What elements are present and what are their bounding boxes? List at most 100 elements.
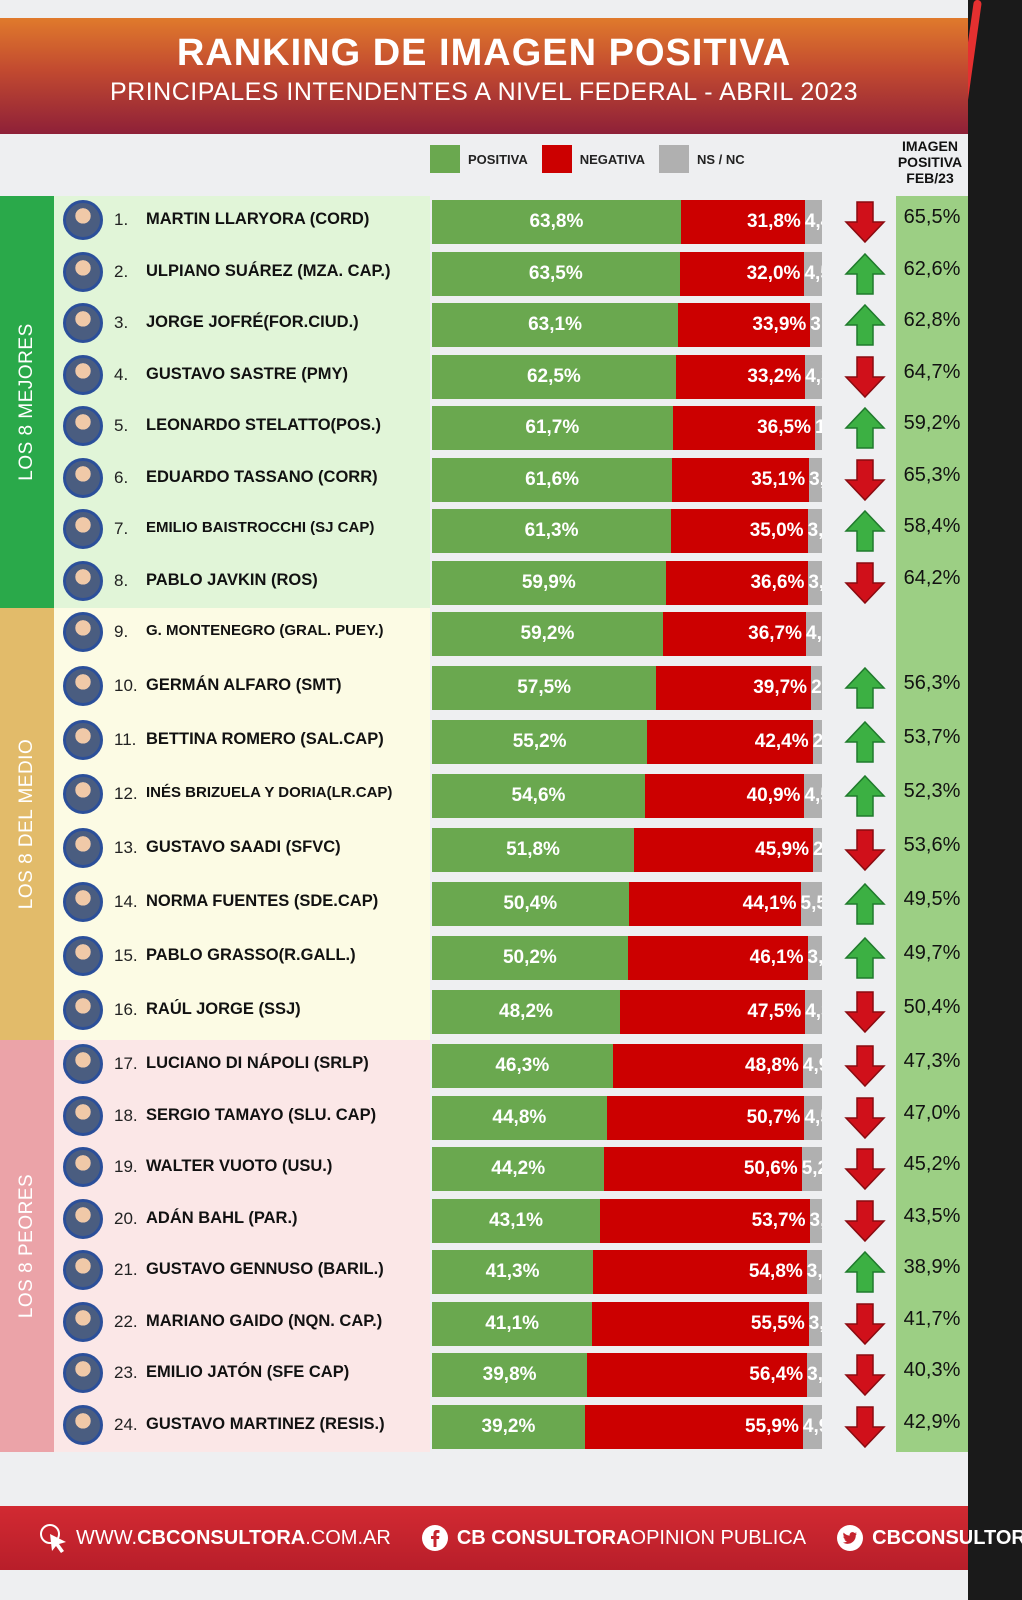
bar-negative: 46,1% bbox=[627, 936, 808, 980]
previous-value: 56,3% bbox=[903, 672, 961, 694]
rank-number: 10. bbox=[114, 676, 138, 695]
mayor-name: EMILIO JATÓN (SFE CAP) bbox=[146, 1363, 350, 1381]
stacked-bar: 41,3% 54,8%3,9% bbox=[432, 1250, 822, 1294]
bar-positive-label: 50,4% bbox=[503, 893, 558, 914]
legend-swatch-negative bbox=[541, 145, 572, 173]
arrow-down-icon bbox=[844, 1045, 886, 1088]
mayor-name: PABLO GRASSO(R.GALL.) bbox=[146, 946, 356, 964]
bar-nsnc: 4,3% bbox=[805, 354, 822, 399]
stacked-bar: 55,2% 42,4%2,4% bbox=[432, 720, 822, 764]
previous-value: 43,5% bbox=[903, 1204, 961, 1227]
bar-positive: 54,6% bbox=[432, 774, 645, 818]
bar-positive: 44,8% bbox=[432, 1095, 607, 1140]
bar-positive-label: 61,7% bbox=[525, 417, 580, 438]
previous-value: 47,3% bbox=[903, 1050, 961, 1072]
footer-facebook[interactable]: CB CONSULTORA OPINION PUBLICA bbox=[421, 1524, 806, 1552]
bar-nsnc: 4,4% bbox=[804, 200, 822, 244]
bar-positive-label: 54,6% bbox=[511, 785, 566, 806]
arrow-down-icon bbox=[844, 561, 886, 604]
twitter-icon bbox=[837, 1525, 864, 1551]
table-row: 16. RAÚL JORGE (SSJ) 48,2% 47,5%4,3% 50,4% bbox=[0, 986, 968, 1038]
avatar bbox=[63, 612, 103, 652]
previous-header-line-2: POSITIVA bbox=[897, 154, 963, 170]
cursor-icon bbox=[40, 1524, 66, 1553]
table-row: 11. BETTINA ROMERO (SAL.CAP) 55,2% 42,4%2,4… bbox=[0, 716, 968, 768]
mayor-name: ULPIANO SUÁREZ (MZA. CAP.) bbox=[146, 261, 391, 280]
bar-negative-label: 31,8% bbox=[746, 211, 801, 232]
bar-nsnc-label: 3,7% bbox=[807, 520, 822, 541]
group-band-middle: LOS 8 DEL MEDIO bbox=[0, 608, 54, 1040]
bar-negative-label: 50,7% bbox=[746, 1106, 801, 1128]
arrow-up-icon bbox=[844, 720, 886, 763]
previous-value: 53,7% bbox=[903, 726, 961, 748]
stacked-bar: 62,5% 33,2%4,3% bbox=[432, 354, 822, 399]
bar-positive: 50,4% bbox=[432, 882, 629, 926]
mayor-name: EMILIO BAISTROCCHI (SJ CAP) bbox=[146, 519, 375, 536]
legend-swatch-nsnc bbox=[658, 145, 689, 173]
bar-nsnc: 4,3% bbox=[805, 990, 822, 1034]
mayor-name: G. MONTENEGRO (GRAL. PUEY.) bbox=[146, 622, 384, 639]
bar-positive: 55,2% bbox=[432, 720, 648, 764]
mayor-name: RAÚL JORGE (SSJ) bbox=[146, 1000, 301, 1018]
table-row: 7. EMILIO BAISTROCCHI (SJ CAP) 61,3% 35,0% 3… bbox=[0, 505, 968, 557]
table-row: 21. GUSTAVO GENNUSO (BARIL.) 41,3% 54,8%3,9… bbox=[0, 1246, 968, 1298]
table-row: 23. EMILIO JATÓN (SFE CAP) 39,8% 56,4%3,8% 4… bbox=[0, 1349, 968, 1401]
bar-nsnc: 3,4% bbox=[808, 1301, 822, 1346]
legend-swatch-positive bbox=[430, 145, 460, 173]
mayor-name: LUCIANO DI NÁPOLI (SRLP) bbox=[146, 1054, 369, 1072]
bar-positive: 59,9% bbox=[432, 560, 666, 605]
bar-nsnc: 3,9% bbox=[806, 1250, 822, 1294]
rank-number: 3. bbox=[114, 313, 129, 332]
mayor-name: GERMÁN ALFARO (SMT) bbox=[146, 676, 342, 694]
arrow-up-icon bbox=[844, 882, 886, 925]
group-band-best: LOS 8 MEJORES bbox=[0, 196, 54, 608]
bar-nsnc-label: 3,0% bbox=[810, 314, 822, 335]
bar-nsnc: 3,3% bbox=[809, 457, 822, 502]
table-row: 1. MARTIN LLARYORA (CORD) 63,8% 31,8%4,4% 65… bbox=[0, 196, 968, 248]
table-row: 17. LUCIANO DI NÁPOLI (SRLP) 46,3% 48,8%4,9… bbox=[0, 1040, 968, 1092]
rank-number: 16. bbox=[114, 1000, 138, 1019]
table-row: 3. JORGE JOFRÉ(FOR.CIUD.) 63,1% 33,9%3,0% 62… bbox=[0, 299, 968, 351]
bar-positive-label: 57,5% bbox=[517, 677, 572, 698]
previous-value: 64,7% bbox=[903, 360, 961, 383]
previous-value: 59,2% bbox=[903, 412, 961, 434]
bar-nsnc-label: 5,2% bbox=[801, 1158, 822, 1179]
stacked-bar: 44,8% 50,7%4,5% bbox=[432, 1095, 822, 1140]
stacked-bar: 59,9% 36,6%3,5% bbox=[432, 560, 822, 605]
bar-negative: 35,0% bbox=[671, 509, 808, 553]
bar-negative: 32,0% bbox=[679, 251, 805, 296]
bar-nsnc: 4,1% bbox=[806, 612, 822, 656]
bar-nsnc-label: 4,9% bbox=[802, 1055, 822, 1076]
arrow-down-icon bbox=[844, 1096, 886, 1139]
footer-web[interactable]: WWW. CBCONSULTORA .COM.AR bbox=[38, 1522, 391, 1554]
previous-value: 42,9% bbox=[903, 1410, 961, 1433]
bar-positive-label: 59,9% bbox=[521, 571, 576, 593]
bar-negative: 35,1% bbox=[672, 457, 810, 502]
bar-positive-label: 39,8% bbox=[482, 1364, 537, 1385]
avatar bbox=[63, 882, 103, 922]
bar-positive: 51,8% bbox=[432, 828, 635, 872]
bar-nsnc-label: 3,2% bbox=[809, 1209, 822, 1231]
right-margin bbox=[968, 0, 1022, 1600]
bar-nsnc-label: 4,3% bbox=[805, 365, 822, 387]
rank-number: 21. bbox=[114, 1260, 138, 1279]
bar-nsnc: 3,7% bbox=[807, 936, 822, 980]
previous-value: 41,7% bbox=[903, 1307, 961, 1330]
avatar bbox=[63, 457, 103, 498]
table-row: 10. GERMÁN ALFARO (SMT) 57,5% 39,7%2,8% 56,3… bbox=[0, 662, 968, 714]
previous-value: 49,7% bbox=[903, 942, 961, 964]
avatar bbox=[63, 1095, 103, 1136]
bar-negative-label: 55,9% bbox=[745, 1415, 799, 1437]
previous-value: 53,6% bbox=[903, 834, 961, 856]
bar-negative: 36,6% bbox=[665, 560, 809, 605]
mayor-name: GUSTAVO SASTRE (PMY) bbox=[146, 364, 348, 383]
rank-number: 22. bbox=[114, 1311, 138, 1331]
previous-value: 47,0% bbox=[903, 1101, 961, 1124]
stacked-bar: 39,2% 55,9%4,9% bbox=[432, 1404, 822, 1449]
footer-twitter[interactable]: CBCONSULTORAOK bbox=[836, 1524, 1022, 1552]
bar-positive: 44,2% bbox=[432, 1147, 605, 1191]
arrow-up-icon bbox=[844, 666, 886, 709]
table-row: 18. SERGIO TAMAYO (SLU. CAP) 44,8% 50,7%4,5… bbox=[0, 1092, 968, 1144]
avatar bbox=[63, 774, 103, 814]
